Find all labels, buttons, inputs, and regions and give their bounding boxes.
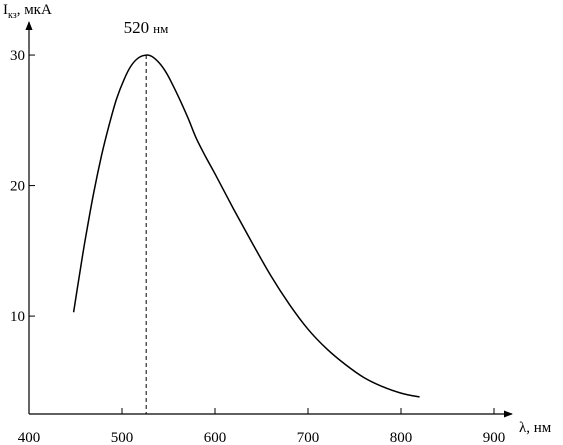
x-tick-label: 900: [483, 430, 506, 445]
x-axis-tick-labels: 400 500 600 700 800 900: [18, 430, 506, 445]
x-tick-label: 700: [297, 430, 320, 445]
y-tick-label: 20: [10, 179, 25, 195]
y-axis-label-subscript: кз: [8, 10, 17, 21]
y-axis-label-symbol: I: [3, 2, 8, 18]
y-tick-label: 10: [10, 309, 25, 325]
y-axis-label-unit: , мкА: [17, 2, 52, 18]
y-axis-label: Iкз, мкА: [3, 2, 52, 21]
peak-annotation-value: 520: [124, 18, 150, 37]
y-axis-tick-labels: 10 20 30: [10, 48, 25, 325]
x-tick-label: 500: [111, 430, 134, 445]
peak-annotation-unit: нм: [153, 21, 168, 36]
series-line: [72, 54, 420, 398]
peak-annotation: 520 нм: [124, 18, 169, 37]
x-tick-label: 400: [18, 430, 41, 445]
x-axis-ticks: [121, 408, 495, 414]
x-axis-label: λ, нм: [519, 420, 552, 436]
y-tick-label: 30: [10, 48, 25, 64]
y-axis-ticks: [29, 54, 35, 317]
x-tick-label: 600: [204, 430, 227, 445]
x-tick-label: 800: [390, 430, 413, 445]
